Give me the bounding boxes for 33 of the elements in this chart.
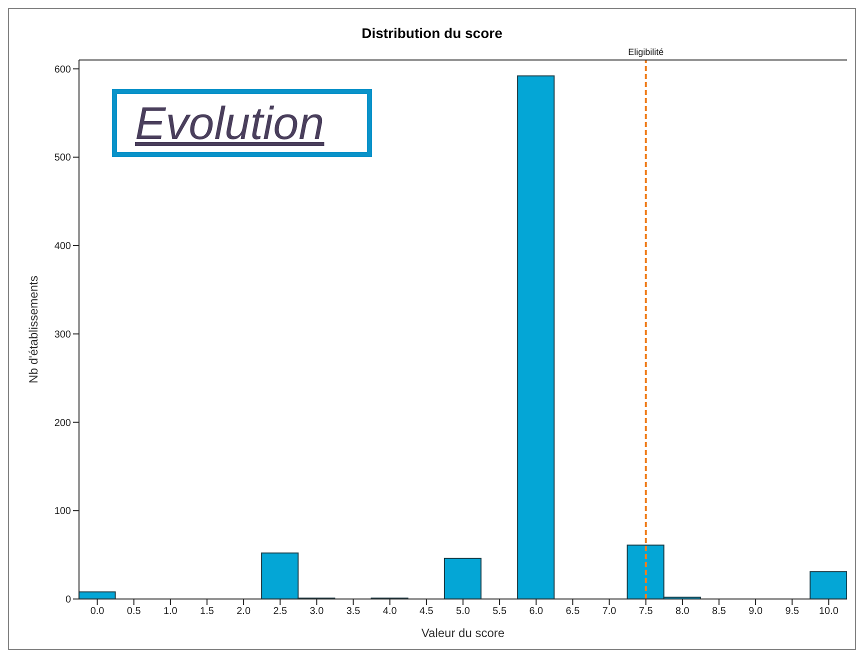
x-tick-label: 9.5 [785, 606, 800, 618]
x-tick-label: 3.0 [310, 606, 324, 618]
x-tick-label: 3.5 [346, 606, 361, 618]
y-tick-label: 0 [65, 594, 72, 606]
y-tick-label: 100 [54, 506, 72, 518]
x-tick-label: 0.0 [90, 606, 105, 618]
y-tick-label: 600 [54, 64, 72, 76]
y-axis-title: Nb d'établissements [26, 276, 40, 384]
x-tick-label: 8.5 [712, 606, 726, 618]
x-tick-label: 7.0 [602, 606, 617, 618]
chart-title: Distribution du score [360, 25, 504, 41]
x-tick-label: 4.0 [382, 606, 398, 618]
x-tick-label: 10.0 [818, 606, 839, 618]
x-tick-label: 0.5 [126, 606, 142, 618]
x-tick-label: 1.0 [163, 606, 178, 618]
x-tick-label: 6.5 [566, 606, 580, 618]
x-tick-label: 7.5 [638, 606, 654, 618]
x-tick-label: 5.0 [456, 606, 470, 618]
y-tick-label: 400 [54, 241, 72, 252]
x-axis-title: Valeur du score [421, 626, 505, 640]
x-tick-label: 6.0 [529, 606, 544, 618]
x-tick-label: 2.5 [273, 606, 288, 618]
y-tick-label: 300 [54, 329, 72, 340]
x-tick-label: 1.5 [200, 606, 214, 618]
y-tick-label: 200 [54, 418, 72, 429]
annotation: Evolution [135, 96, 324, 150]
ref-line-label: Eligibilité [628, 47, 664, 57]
y-tick-label: 500 [54, 152, 72, 164]
x-tick-label: 4.5 [419, 606, 434, 618]
x-tick-label: 9.0 [748, 606, 763, 618]
x-tick-label: 2.0 [236, 606, 251, 618]
x-tick-label: 8.0 [675, 606, 690, 618]
x-tick-label: 5.5 [492, 606, 507, 618]
